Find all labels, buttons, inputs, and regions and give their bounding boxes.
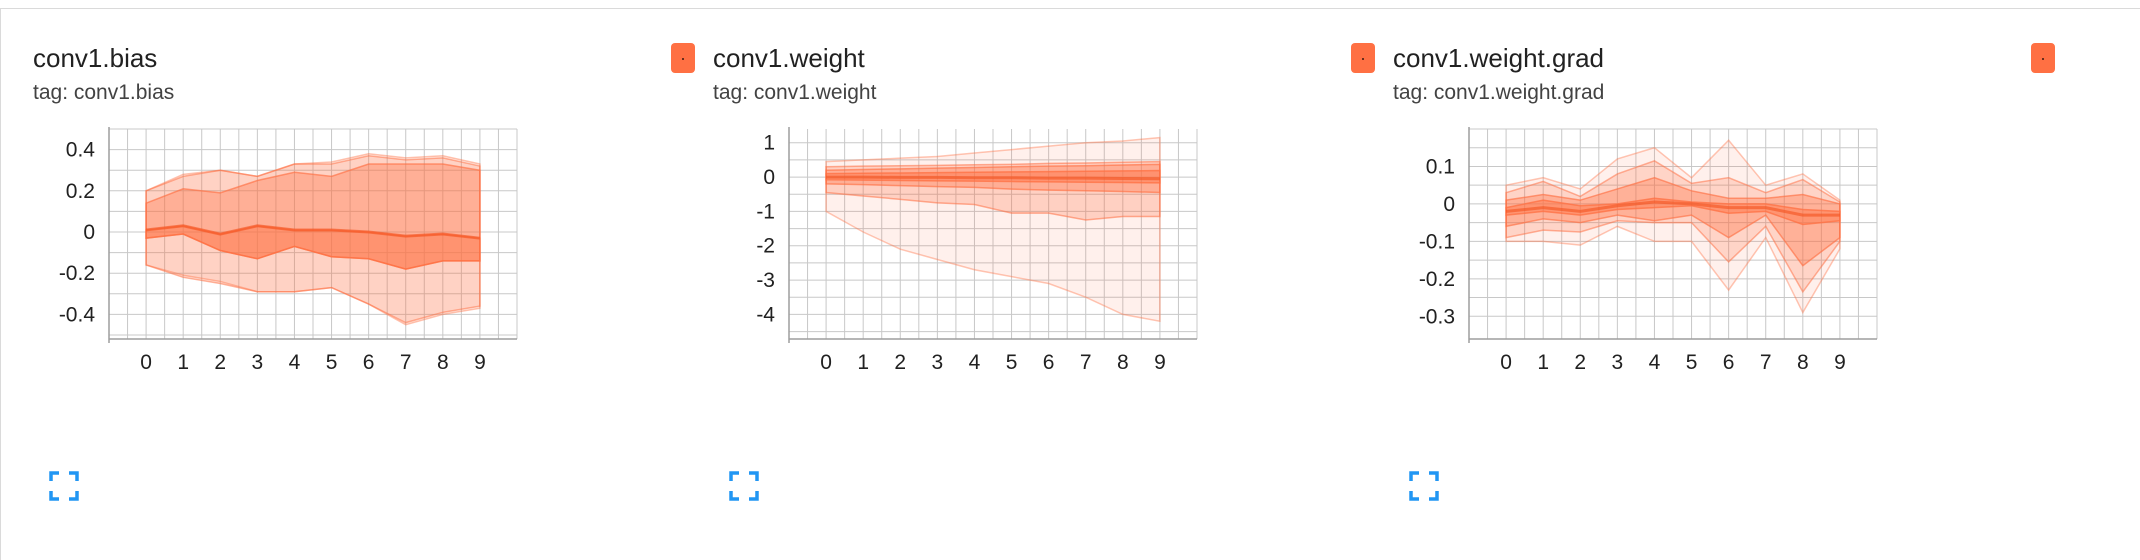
- x-tick-label: 5: [1686, 351, 1698, 374]
- color-picker-icon[interactable]: [2031, 43, 2055, 73]
- card-title: conv1.weight: [713, 43, 865, 73]
- y-tick-label: -0.2: [1419, 268, 1455, 291]
- color-picker-icon[interactable]: [1351, 43, 1375, 73]
- distribution-band: [1505, 160, 1841, 294]
- y-tick-label: -2: [756, 235, 775, 258]
- x-tick-label: 4: [969, 351, 981, 374]
- histogram-chart: 1 0 -1 -2 -3 -4 0 1 2 3 4 5 6 7 8 9: [756, 127, 1198, 374]
- chart-grid: [788, 129, 1198, 339]
- histogram-chart: 0.1 0 -0.1 -0.2 -0.3 0 1 2 3 4 5 6 7 8 9: [1419, 127, 1878, 374]
- x-tick-label: 9: [1834, 351, 1846, 374]
- fullscreen-icon[interactable]: [1409, 471, 1439, 501]
- histogram-card: conv1.weight.grad tag: conv1.weight.grad…: [1393, 43, 2058, 513]
- x-tick-label: 2: [214, 351, 226, 374]
- y-tick-label: 0.1: [1426, 155, 1455, 178]
- x-tick-label: 2: [1574, 351, 1586, 374]
- x-tick-label: 9: [474, 351, 486, 374]
- x-tick-label: 2: [894, 351, 906, 374]
- x-tick-label: 7: [1760, 351, 1772, 374]
- x-tick-label: 1: [1537, 351, 1549, 374]
- x-tick-label: 8: [437, 351, 449, 374]
- card-tag: tag: conv1.weight: [713, 81, 877, 104]
- x-tick-label: 5: [326, 351, 338, 374]
- x-tick-label: 3: [1612, 351, 1624, 374]
- y-tick-label: -0.4: [59, 303, 96, 326]
- y-tick-label: -0.1: [1419, 230, 1455, 253]
- dashboard-panel: conv1.bias tag: conv1.bias 0.4 0.2 0 -0.2 -0…: [0, 8, 2140, 560]
- y-tick-label: -0.2: [59, 262, 95, 285]
- x-tick-label: 7: [400, 351, 412, 374]
- distribution-band: [1505, 139, 1841, 315]
- histogram-card: conv1.bias tag: conv1.bias 0.4 0.2 0 -0.2 -0…: [33, 43, 698, 513]
- swatch-dot: [682, 58, 684, 60]
- distribution-band: [825, 136, 1161, 323]
- x-tick-label: 3: [252, 351, 264, 374]
- x-tick-label: 4: [289, 351, 301, 374]
- y-tick-label: 0.2: [66, 180, 95, 203]
- x-tick-label: 3: [932, 351, 944, 374]
- y-tick-label: -0.3: [1419, 305, 1455, 328]
- histogram-chart: 0.4 0.2 0 -0.2 -0.4 0 1 2 3 4 5 6 7 8 9: [59, 127, 518, 374]
- x-tick-label: 6: [1043, 351, 1055, 374]
- x-tick-label: 8: [1117, 351, 1129, 374]
- y-tick-label: -4: [756, 303, 775, 326]
- x-tick-label: 5: [1006, 351, 1018, 374]
- y-tick-label: -1: [756, 200, 775, 223]
- card-title: conv1.bias: [33, 43, 158, 73]
- card-title: conv1.weight.grad: [1393, 43, 1605, 73]
- x-tick-label: 6: [1723, 351, 1735, 374]
- x-tick-label: 0: [820, 351, 832, 374]
- distribution-band: [1505, 176, 1841, 267]
- y-tick-label: 0: [83, 221, 95, 244]
- swatch-dot: [2042, 58, 2044, 60]
- distribution-band: [1505, 197, 1841, 226]
- y-tick-label: 0: [763, 166, 775, 189]
- median-line: [826, 175, 1160, 181]
- y-tick-label: -3: [756, 269, 775, 292]
- x-tick-label: 9: [1154, 351, 1166, 374]
- x-tick-label: 1: [177, 351, 189, 374]
- fullscreen-icon[interactable]: [729, 471, 759, 501]
- x-tick-label: 4: [1649, 351, 1661, 374]
- color-picker-icon[interactable]: [671, 43, 695, 73]
- y-tick-label: 1: [763, 132, 775, 155]
- x-tick-label: 1: [857, 351, 869, 374]
- fullscreen-icon[interactable]: [49, 471, 79, 501]
- median-line: [1505, 200, 1840, 217]
- x-tick-label: 0: [140, 351, 152, 374]
- x-tick-label: 6: [363, 351, 375, 374]
- card-tag: tag: conv1.bias: [33, 81, 175, 104]
- y-tick-label: 0.4: [66, 139, 96, 162]
- median-line: [145, 224, 481, 240]
- distribution-band: [145, 155, 481, 324]
- x-tick-label: 7: [1080, 351, 1092, 374]
- swatch-dot: [1362, 58, 1364, 60]
- histogram-card: conv1.weight tag: conv1.weight 1 0 -1 -2 -3 -…: [713, 43, 1378, 513]
- card-tag: tag: conv1.weight.grad: [1393, 81, 1605, 104]
- x-tick-label: 8: [1797, 351, 1809, 374]
- y-tick-label: 0: [1443, 193, 1455, 216]
- x-tick-label: 0: [1500, 351, 1512, 374]
